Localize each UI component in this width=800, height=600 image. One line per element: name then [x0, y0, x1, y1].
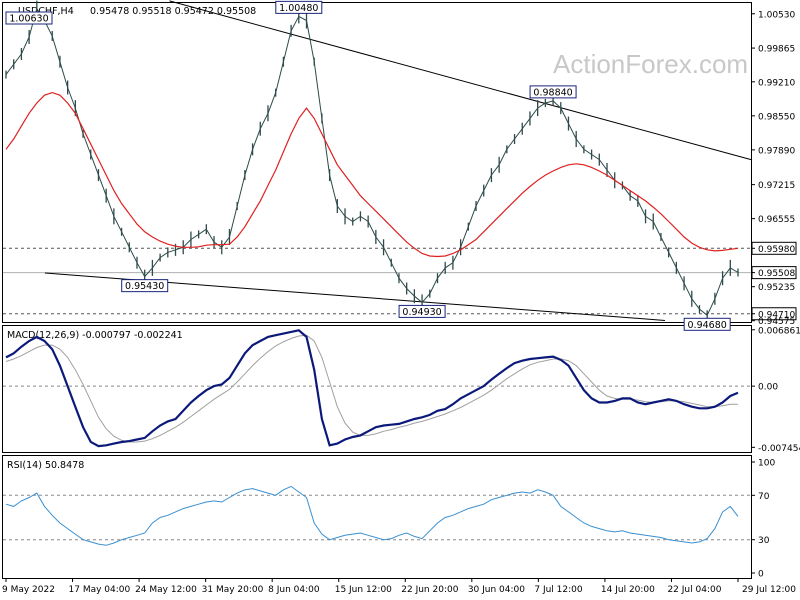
price-tick-label: 0.95235: [758, 283, 795, 293]
rsi-line: [5, 485, 739, 546]
swing-label: 1.00480: [279, 3, 318, 14]
x-tick-label: 9 May 2022: [2, 585, 55, 595]
macd-tick-label: 0.00: [758, 383, 778, 393]
price-tick-label: 0.98550: [758, 112, 795, 122]
swing-label: 0.94680: [688, 320, 727, 331]
macd-tick-label: 0.006861: [758, 326, 800, 336]
panel-frames: [2, 2, 752, 579]
swing-label-box: [121, 279, 169, 293]
macd-series-layer: [5, 329, 739, 448]
macd-signal-line: [5, 334, 738, 443]
x-tick-label: 7 Jul 12:00: [534, 585, 583, 595]
price-tick-label: 0.95980: [758, 245, 795, 255]
rsi-panel-title: RSI(14) 50.8478: [7, 460, 84, 471]
swing-label: 0.94930: [402, 307, 441, 318]
swing-label: 0.95430: [125, 281, 164, 292]
grid-lines: [3, 247, 751, 541]
price-tick-label: 0.99210: [758, 78, 795, 88]
x-tick-label: 8 Jun 04:00: [268, 585, 320, 595]
rsi-tick-label: 30: [758, 536, 770, 546]
x-axis-labels: 9 May 2022 17 May 04:00 24 May 12:00 31 May…: [2, 578, 796, 595]
price-tick-label: 0.95508: [758, 269, 795, 279]
macd-line: [5, 329, 739, 448]
y-axis-labels: 1.00530 0.99865 0.99210 0.98550 0.97890 0.972…: [751, 10, 800, 580]
price-series-layer: [5, 0, 739, 321]
macd-tick-label: -0.007454: [758, 444, 800, 454]
price-tick-label: 0.96555: [758, 215, 795, 225]
price-tick-label: 0.99865: [758, 45, 795, 55]
x-tick-label: 31 May 20:00: [202, 585, 264, 595]
swing-label-box: [398, 304, 446, 318]
x-tick-label: 22 Jun 20:00: [401, 585, 458, 595]
x-tick-label: 29 Jul 12:00: [742, 585, 796, 595]
price-tick-label: 0.94575: [758, 317, 795, 327]
price-tick-label: 0.94710: [758, 310, 795, 320]
rsi-tick-label: 100: [758, 459, 775, 469]
swing-label-box: [683, 317, 731, 331]
price-panel-ohlc: 0.95478 0.95518 0.95472 0.95508: [90, 6, 256, 17]
macd-panel-title: MACD(12,26,9) -0.000797 -0.002241: [7, 330, 183, 341]
price-tick-label: 1.00530: [758, 10, 795, 20]
price-panel-frame: [2, 2, 752, 323]
upper-trend-line: [169, 0, 752, 161]
sma-line: [5, 91, 739, 258]
x-tick-label: 22 Jul 04:00: [667, 585, 721, 595]
annotation-layer: 1.00630 1.00480 0.95430 0.94930 0.98840 0.946…: [5, 0, 731, 331]
watermark-text: ActionForex.com: [553, 49, 748, 79]
rsi-tick-label: 70: [758, 492, 770, 502]
x-tick-label: 30 Jun 04:00: [468, 585, 525, 595]
swing-label: 1.00630: [9, 14, 48, 25]
x-tick-label: 14 Jul 20:00: [601, 585, 655, 595]
rsi-panel-frame: [2, 455, 752, 579]
rsi-tick-label: 0: [758, 570, 764, 580]
x-tick-label: 24 May 12:00: [135, 585, 197, 595]
x-tick-label: 17 May 04:00: [69, 585, 131, 595]
swing-label-box: [5, 11, 53, 25]
price-tick-label: 0.97890: [758, 146, 795, 156]
swing-label: 0.98840: [533, 87, 572, 98]
x-tick-label: 15 Jun 12:00: [335, 585, 392, 595]
swing-label-box: [275, 0, 323, 14]
macd-panel-frame: [2, 325, 752, 453]
price-tick-label: 0.97215: [758, 181, 795, 191]
swing-label-box: [529, 85, 577, 99]
rsi-series-layer: [5, 485, 739, 546]
